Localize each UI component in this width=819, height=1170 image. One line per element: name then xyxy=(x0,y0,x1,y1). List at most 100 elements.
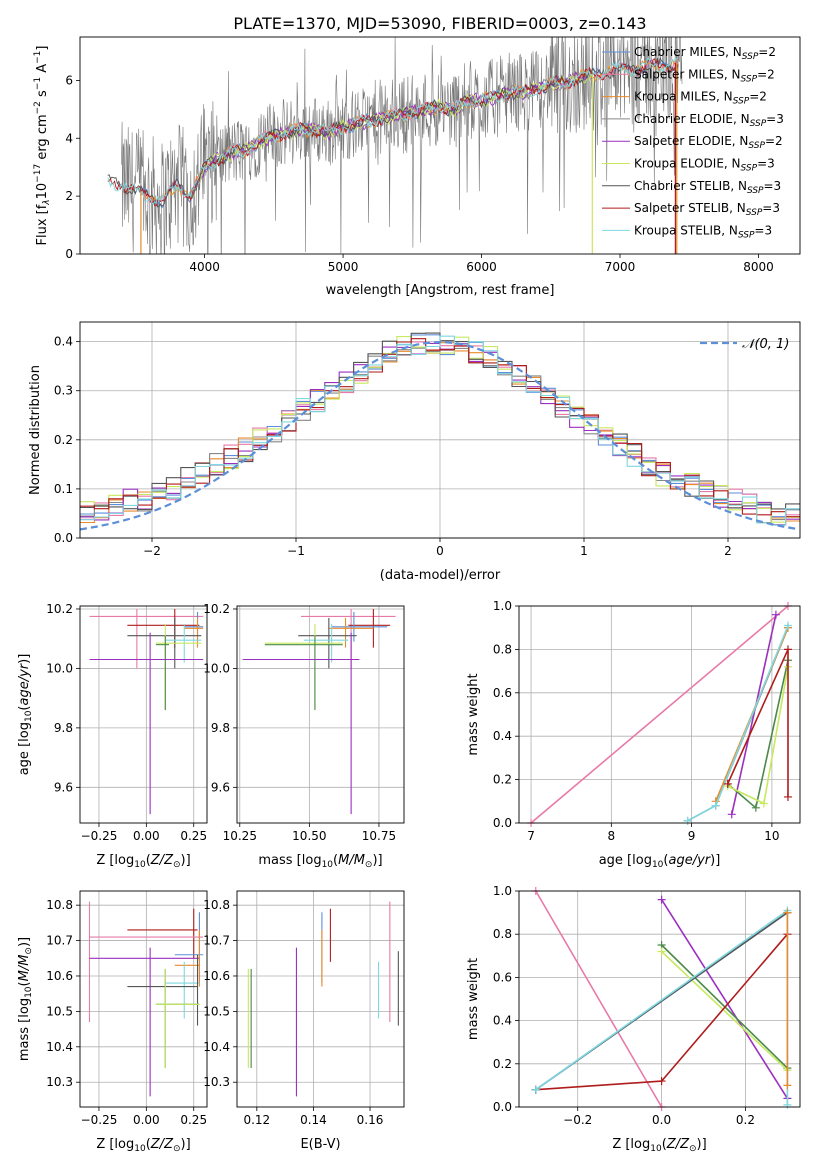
y-tick-label: 10.5 xyxy=(203,1004,230,1018)
x-tick-label: −0.25 xyxy=(81,829,118,843)
x-axis-label: age [log10(age/yr)] xyxy=(599,853,721,870)
histogram-plot-area xyxy=(80,332,800,531)
y-tick-label: 0.1 xyxy=(54,482,73,496)
x-tick-label: 1 xyxy=(580,544,588,558)
weight-series-line xyxy=(535,890,663,1108)
weight-point-marker xyxy=(783,1100,792,1109)
y-tick-label: 0.0 xyxy=(54,531,73,545)
x-axis-label: Z [log10(Z/Z⊙)] xyxy=(612,1137,706,1154)
weight-point-marker xyxy=(771,610,780,619)
axes-frame xyxy=(518,890,801,1108)
weight-point-marker xyxy=(783,908,792,917)
x-axis-label: Z [log10(Z/Z⊙)] xyxy=(96,1137,190,1154)
legend-entry: Kroupa MILES, NSSP=2 xyxy=(634,90,767,107)
weight-point-marker xyxy=(783,792,792,801)
x-tick-label: 8 xyxy=(608,829,616,843)
weight-point-marker xyxy=(711,801,720,810)
x-tick-label: 8000 xyxy=(743,260,774,274)
x-tick-label: 7000 xyxy=(605,260,636,274)
spectrum-plot-area xyxy=(107,37,683,254)
axes-frame xyxy=(79,605,208,824)
y-tick-label: 10.8 xyxy=(203,898,230,912)
y-tick-label: 10.0 xyxy=(203,661,230,675)
x-axis-label: mass [log10(M/M⊙)] xyxy=(258,853,382,870)
weight-point-marker xyxy=(657,895,666,904)
x-tick-label: −0.25 xyxy=(81,1113,118,1127)
x-tick-label: 2 xyxy=(724,544,732,558)
x-tick-label: 6000 xyxy=(466,260,497,274)
x-tick-label: −0.2 xyxy=(563,1113,592,1127)
spectrum-model-salpeter-stelib xyxy=(107,58,679,207)
weight-series-line xyxy=(731,614,777,815)
x-tick-label: 0.16 xyxy=(357,1113,384,1127)
x-tick-label: 7 xyxy=(527,829,535,843)
age-vs-mass-panel: 10.25 10.50 10.75 9.6 9.8 10.0 10.2 mass [log10… xyxy=(203,602,405,870)
y-tick-label: 4 xyxy=(65,131,73,145)
x-tick-label: 10.75 xyxy=(362,829,396,843)
y-axis-label: Normed distribution xyxy=(28,365,43,495)
axes-frame xyxy=(518,605,801,824)
y-tick-label: 0.0 xyxy=(493,1100,512,1114)
spectrum-model-kroupa-stelib xyxy=(107,57,679,205)
y-tick-label: 0.6 xyxy=(493,970,512,984)
panel-plot-area xyxy=(242,608,396,815)
y-tick-label: 0.4 xyxy=(493,1014,512,1028)
age-vs-Z-panel: −0.25 0.00 0.25 9.6 9.8 10.0 10.2 Z [log10(Z/Z⊙… xyxy=(17,602,208,870)
spectrum-model-salpeter-elodie xyxy=(190,71,593,195)
y-tick-label: 1.0 xyxy=(493,599,512,613)
weight-point-marker xyxy=(727,810,736,819)
axes-frame xyxy=(79,321,801,539)
y-tick-label: 9.6 xyxy=(211,780,230,794)
weight-series-line xyxy=(727,666,789,805)
weight-vs-age-panel: 7 8 9 10 0.0 0.2 0.4 0.6 0.8 1.0 age [log10(age/yr… xyxy=(466,599,801,870)
y-axis-label: mass weight xyxy=(466,673,481,755)
y-axis-label: age [log10(age/yr)] xyxy=(17,654,34,776)
x-axis-label: wavelength [Angstrom, rest frame] xyxy=(326,283,555,298)
y-axis-label: Flux [fλ10−17 erg cm−2 s−1 A−1] xyxy=(33,46,52,246)
y-axis-label: mass weight xyxy=(466,958,481,1040)
x-tick-label: 9 xyxy=(688,829,696,843)
y-tick-label: 0.8 xyxy=(493,642,512,656)
y-tick-label: 10.3 xyxy=(203,1075,230,1089)
legend-entry: Salpeter STELIB, NSSP=3 xyxy=(634,201,780,218)
y-tick-label: 10.2 xyxy=(46,602,73,616)
weight-point-marker xyxy=(531,1085,540,1094)
y-tick-label: 10.0 xyxy=(46,661,73,675)
axes-frame xyxy=(79,36,801,255)
legend-entry: Chabrier MILES, NSSP=2 xyxy=(634,45,776,62)
x-tick-label: 0.25 xyxy=(180,1113,207,1127)
x-tick-label: 4000 xyxy=(189,260,220,274)
x-tick-label: 10 xyxy=(764,829,779,843)
x-axis-label: E(B-V) xyxy=(300,1137,340,1152)
weight-point-marker xyxy=(751,803,760,812)
y-tick-label: 9.6 xyxy=(54,780,73,794)
x-tick-label: 0.25 xyxy=(180,829,207,843)
weight-point-marker xyxy=(657,1077,666,1086)
x-tick-label: 0.00 xyxy=(133,829,160,843)
weight-point-marker xyxy=(783,645,792,654)
weight-series-line xyxy=(727,660,789,810)
x-tick-label: 10.25 xyxy=(223,829,257,843)
panels: 4000 5000 6000 7000 8000 0 2 4 6 wavelength [Angs… xyxy=(17,36,801,1154)
x-axis-label: Z [log10(Z/Z⊙)] xyxy=(96,853,190,870)
y-tick-label: 10.7 xyxy=(46,934,73,948)
weight-series-line xyxy=(530,605,789,824)
y-tick-label: 9.8 xyxy=(211,721,230,735)
y-tick-label: 0.4 xyxy=(54,335,73,349)
x-tick-label: 0.00 xyxy=(133,1113,160,1127)
axes-frame xyxy=(236,605,405,824)
axes-frame xyxy=(236,890,405,1108)
y-tick-label: 10.7 xyxy=(203,934,230,948)
weight-point-marker xyxy=(657,947,666,956)
y-tick-label: 10.6 xyxy=(46,969,73,983)
y-tick-label: 10.4 xyxy=(46,1040,73,1054)
panel-plot-area xyxy=(89,608,204,815)
weight-point-marker xyxy=(723,779,732,788)
x-tick-label: −2 xyxy=(143,544,161,558)
y-tick-label: 0.3 xyxy=(54,384,73,398)
legend-entry: Kroupa STELIB, NSSP=3 xyxy=(634,223,772,240)
weight-point-marker xyxy=(783,1081,792,1090)
histogram-panel: −2 −1 0 1 2 0.0 0.1 0.2 0.3 0.4 𝒩(0, 1) (data-model… xyxy=(28,321,801,583)
x-tick-label: 0.14 xyxy=(300,1113,327,1127)
